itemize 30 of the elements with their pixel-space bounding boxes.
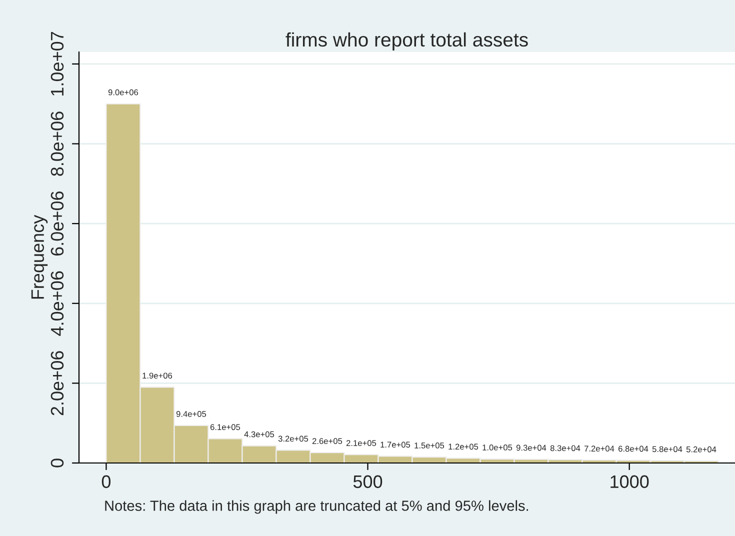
data-label: 7.2e+04 xyxy=(584,446,614,452)
data-label: 1.0e+05 xyxy=(482,444,512,450)
data-label: 9.3e+04 xyxy=(516,444,546,451)
y-tick-label: 2.0e+06 xyxy=(50,351,64,416)
y-axis-title: Frequency xyxy=(31,214,48,299)
y-tick-label: 4.0e+06 xyxy=(50,271,64,336)
data-label: 9.0e+06 xyxy=(108,89,138,96)
data-label: 4.3e+05 xyxy=(244,431,274,438)
data-label: 1.7e+05 xyxy=(380,442,410,448)
data-label: 1.5e+05 xyxy=(414,442,444,448)
y-tick-label: 6.0e+06 xyxy=(50,191,64,256)
data-label: 1.9e+06 xyxy=(142,372,172,379)
data-label: 2.6e+05 xyxy=(312,438,342,444)
data-label: 6.8e+04 xyxy=(618,446,648,452)
chart-title: firms who report total assets xyxy=(286,32,528,50)
x-tick-label: 500 xyxy=(353,475,382,488)
data-label: 3.2e+05 xyxy=(278,436,308,442)
data-label: 8.3e+04 xyxy=(550,445,580,452)
data-label: 5.2e+04 xyxy=(686,446,716,452)
y-tick-label: 8.0e+06 xyxy=(50,112,64,176)
data-label: 5.8e+04 xyxy=(652,446,682,452)
data-label: 6.1e+05 xyxy=(210,424,240,430)
y-tick-label: 0 xyxy=(50,458,64,468)
text: Notes: The data in this graph are truncated at 5% and 95% levels. xyxy=(105,500,528,514)
data-label: 2.1e+05 xyxy=(346,440,376,446)
x-tick-label: 0 xyxy=(102,475,111,488)
y-tick-label: 1.0e+07 xyxy=(50,32,64,96)
data-label: 9.4e+05 xyxy=(176,411,206,417)
data-label: 1.2e+05 xyxy=(448,444,478,450)
x-tick-label: 1000 xyxy=(610,475,649,488)
